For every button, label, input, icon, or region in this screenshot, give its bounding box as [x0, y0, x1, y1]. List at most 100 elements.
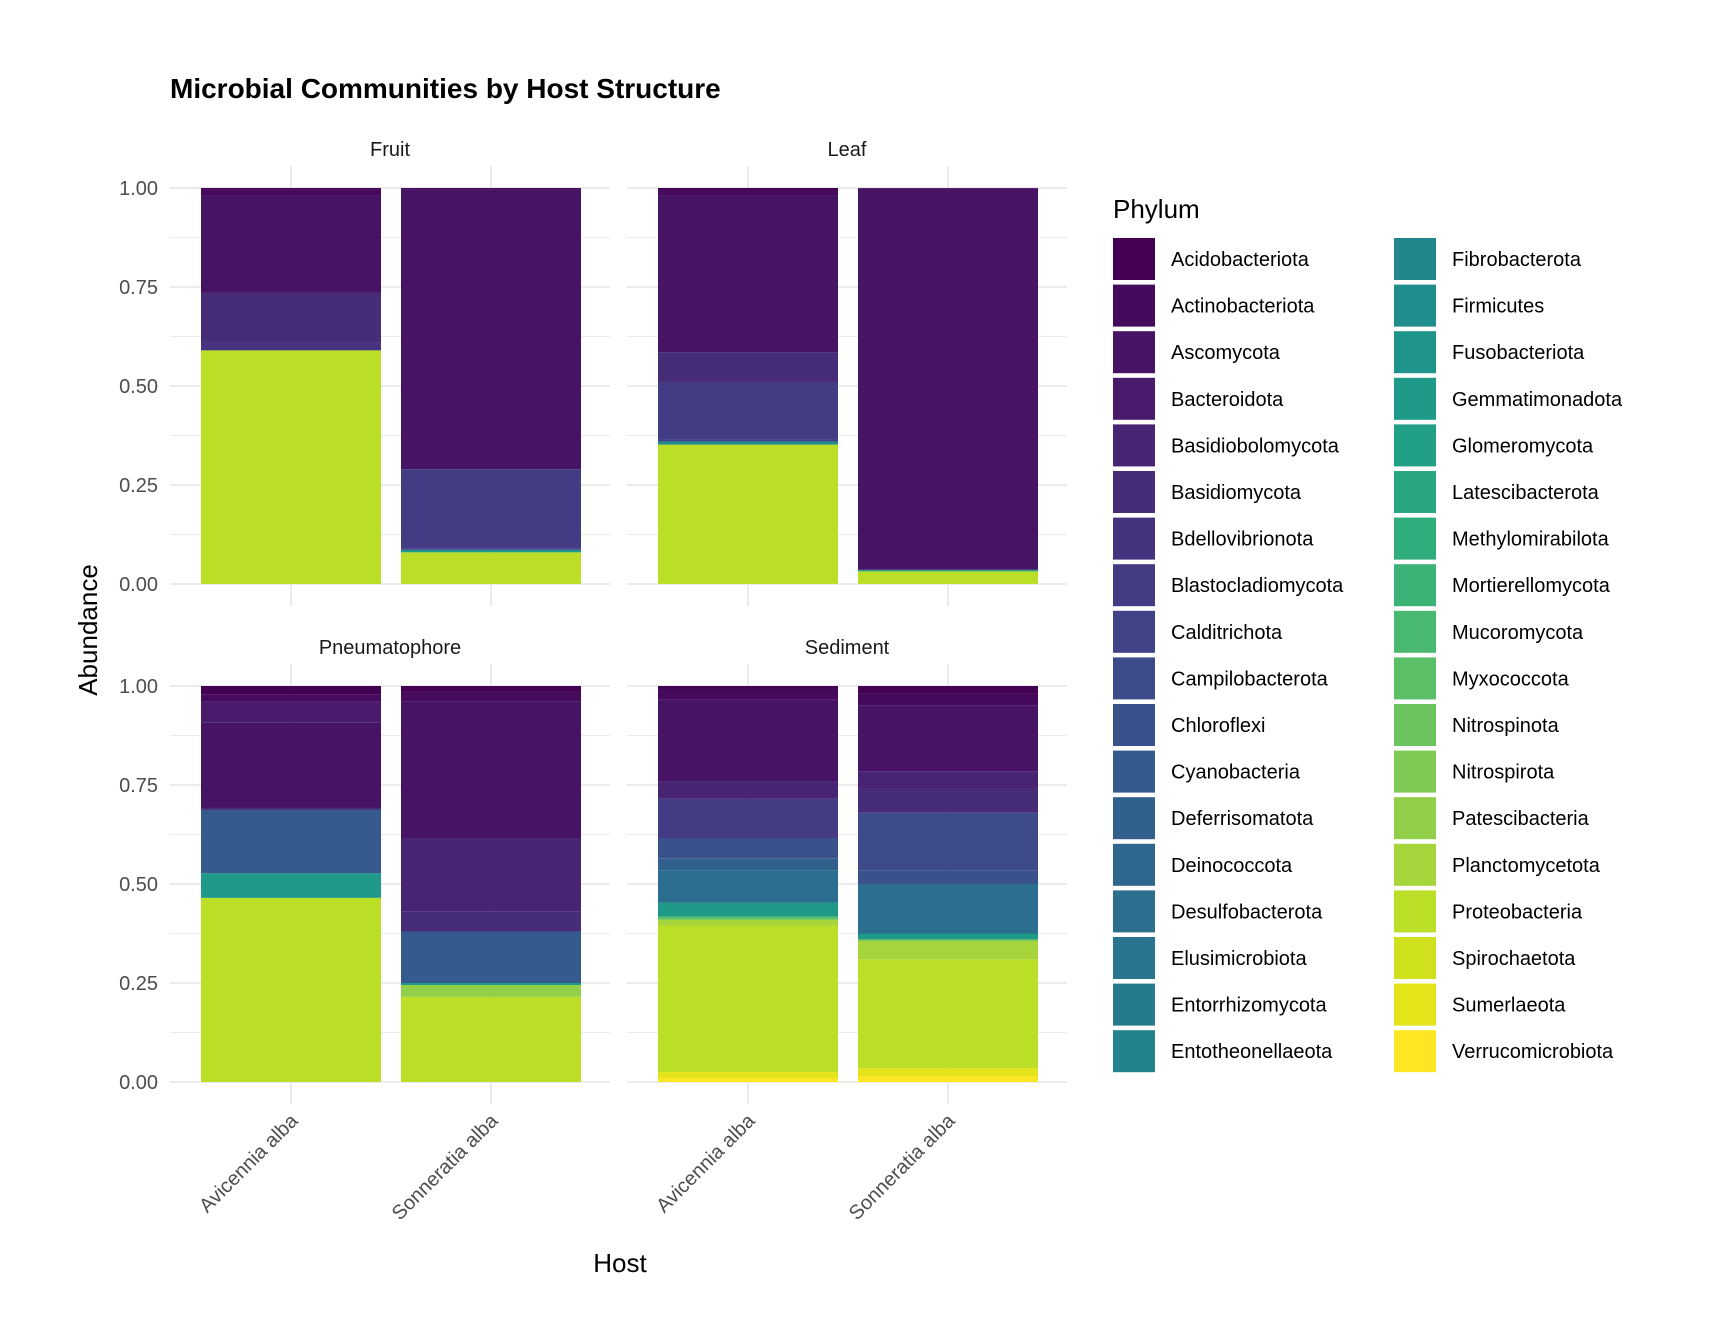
legend-item-nitrospinota: Nitrospinota	[1394, 704, 1560, 746]
legend-item-basidiobolomycota: Basidiobolomycota	[1113, 424, 1340, 467]
legend-item-latescibacterota: Latescibacterota	[1394, 471, 1600, 513]
bar-segment-basidiobolomycota	[401, 838, 581, 912]
bar-segment-proteobacteria	[201, 897, 381, 1082]
bar-sonneratia-alba	[858, 686, 1038, 1082]
bar-sonneratia-alba	[401, 686, 581, 1082]
bar-segment-calditrichota	[401, 548, 581, 550]
legend-item-proteobacteria: Proteobacteria	[1394, 890, 1583, 933]
legend-key	[1394, 238, 1436, 280]
bar-segment-basidiomycota	[858, 788, 1038, 813]
legend-item-fibrobacterota: Fibrobacterota	[1394, 238, 1582, 280]
legend-label: Entorrhizomycota	[1171, 995, 1327, 1017]
y-tick-label: 0.25	[119, 973, 158, 995]
bar-segment-blastocladiomycota	[401, 469, 581, 549]
bar-segment-actinobacteriota	[201, 189, 381, 196]
legend-key	[1113, 704, 1155, 746]
bar-segment-firmicutes	[658, 441, 838, 445]
legend-key	[1113, 797, 1155, 840]
legend-key	[1113, 610, 1155, 653]
bar-segment-basidiomycota	[401, 911, 581, 932]
legend-item-nitrospirota: Nitrospirota	[1394, 750, 1555, 793]
legend-item-desulfobacterota: Desulfobacterota	[1113, 890, 1323, 933]
bar-sonneratia-alba	[401, 188, 581, 584]
bar-segment-basidiobolomycota	[858, 771, 1038, 789]
legend-item-mucoromycota: Mucoromycota	[1394, 610, 1584, 653]
legend-key	[1113, 424, 1155, 467]
x-tick-label: Avicennia alba	[652, 1109, 760, 1217]
legend-label: Chloroflexi	[1171, 715, 1265, 737]
legend-label: Cyanobacteria	[1171, 762, 1301, 784]
bar-segment-chloroflexi	[858, 870, 1038, 884]
bar-segment-cyanobacteria	[401, 931, 581, 983]
bar-segment-calditrichota	[658, 439, 838, 442]
legend-key	[1394, 564, 1436, 607]
legend-key	[1394, 797, 1436, 840]
bar-segment-acidobacteriota	[201, 686, 381, 695]
legend-label: Mortierellomycota	[1452, 575, 1611, 597]
legend-key	[1113, 238, 1155, 280]
legend-key	[1394, 890, 1436, 933]
legend-item-campilobacterota: Campilobacterota	[1113, 657, 1329, 700]
legend-item-entotheonellaeota: Entotheonellaeota	[1113, 1030, 1333, 1073]
legend-item-bacteroidota: Bacteroidota	[1113, 377, 1284, 420]
legend-item-bdellovibrionota: Bdellovibrionota	[1113, 517, 1314, 560]
x-axis-title: Host	[593, 1248, 647, 1278]
legend-item-actinobacteriota: Actinobacteriota	[1113, 284, 1315, 327]
bar-sonneratia-alba	[858, 188, 1038, 584]
legend-item-spirochaetota: Spirochaetota	[1394, 937, 1576, 979]
bar-segment-ascomycota	[658, 195, 838, 353]
bar-segment-actinobacteriota	[401, 188, 581, 190]
bar-segment-acidobacteriota	[658, 686, 838, 690]
bar-segment-blastocladiomycota	[658, 382, 838, 440]
facet-label: Pneumatophore	[319, 637, 461, 659]
legend-label: Myxococcota	[1452, 668, 1570, 690]
legend-label: Latescibacterota	[1452, 482, 1600, 504]
legend-label: Nitrospirota	[1452, 762, 1555, 784]
legend-item-mortierellomycota: Mortierellomycota	[1394, 564, 1611, 607]
bar-segment-ascomycota	[401, 189, 581, 470]
facet-label: Leaf	[828, 139, 867, 161]
legend-key	[1113, 517, 1155, 560]
x-tick-label: Avicennia alba	[195, 1109, 303, 1217]
legend-key	[1394, 331, 1436, 374]
facet-label: Sediment	[805, 637, 890, 659]
legend-key	[1394, 284, 1436, 327]
y-tick-label: 0.50	[119, 874, 158, 896]
x-tick-label: Sonneratia alba	[845, 1109, 960, 1224]
bar-segment-acidobacteriota	[201, 188, 381, 190]
legend-key	[1394, 704, 1436, 746]
legend-label: Sumerlaeota	[1452, 995, 1566, 1017]
panel-leaf: Leaf	[627, 139, 1067, 606]
legend-key	[1394, 750, 1436, 793]
bar-segment-desulfobacterota	[858, 884, 1038, 934]
legend-label: Ascomycota	[1171, 342, 1281, 364]
facet-panels: Fruit 0.00 0.25 0.50 0.75 1.00 Leaf Pneumatopho…	[119, 139, 1067, 1225]
legend-key	[1113, 1030, 1155, 1073]
bar-segment-basidiomycota	[201, 807, 381, 810]
legend-key	[1394, 983, 1436, 1026]
legend-key	[1113, 890, 1155, 933]
legend-item-ascomycota: Ascomycota	[1113, 331, 1281, 374]
legend-label: Nitrospinota	[1452, 715, 1560, 737]
panel-sediment: Sediment Avicennia alba Sonneratia alba	[627, 637, 1067, 1225]
y-tick-label: 0.50	[119, 376, 158, 398]
bar-segment-blastocladiomycota	[658, 798, 838, 839]
legend-item-glomeromycota: Glomeromycota	[1394, 424, 1594, 467]
legend-label: Bdellovibrionota	[1171, 529, 1314, 551]
bar-segment-sumerlaeota	[658, 1072, 838, 1079]
legend-key	[1394, 843, 1436, 886]
bar-segment-acidobacteriota	[401, 686, 581, 692]
bar-segment-bdellovibrionota	[201, 342, 381, 351]
bar-avicennia-alba	[658, 188, 838, 584]
bar-avicennia-alba	[201, 686, 381, 1082]
bar-segment-basidiomycota	[201, 292, 381, 343]
bar-segment-actinobacteriota	[658, 189, 838, 196]
bar-segment-planctomycetota	[658, 919, 838, 926]
y-tick-label: 0.00	[119, 574, 158, 596]
legend-key	[1394, 471, 1436, 513]
y-tick-label: 1.00	[119, 676, 158, 698]
bar-segment-proteobacteria	[401, 552, 581, 584]
legend-item-calditrichota: Calditrichota	[1113, 610, 1283, 653]
bar-segment-nitrospirota	[858, 939, 1038, 942]
